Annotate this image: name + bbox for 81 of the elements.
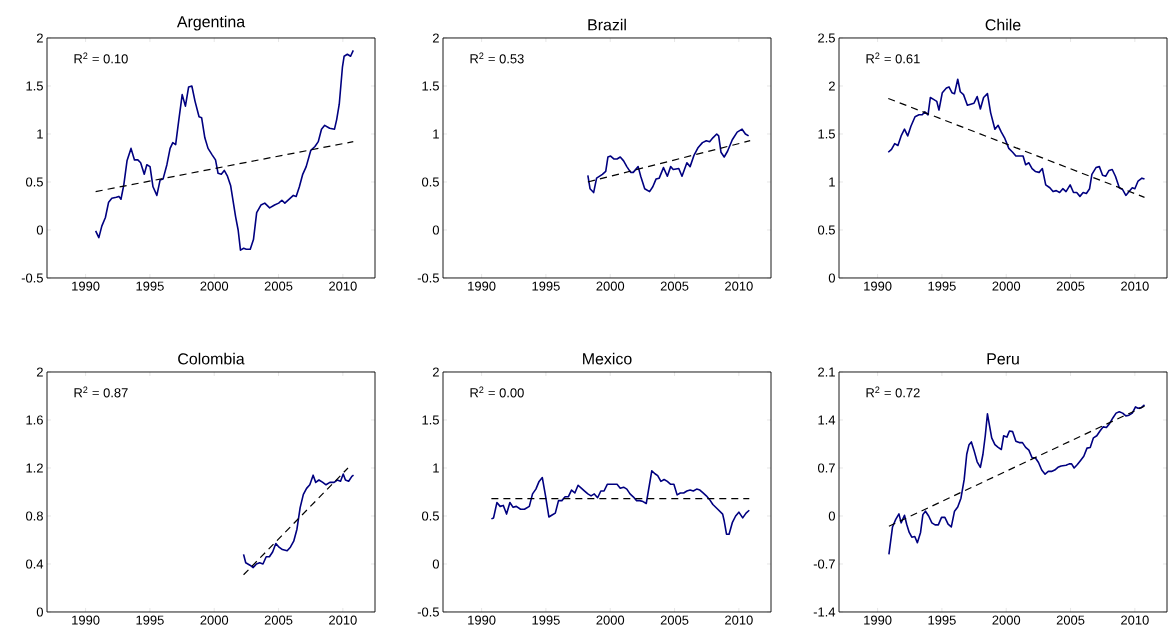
x-tick-label: 1990 [468,281,496,291]
line-series [242,473,355,569]
chart-title: Peru [987,353,1019,365]
y-tick-label: -1.4 [813,607,836,617]
x-tick-label: 1990 [864,281,892,291]
y-tick-label: 1.5 [422,81,439,91]
x-tick-label: 2005 [660,615,689,625]
x-tick-label: 1995 [532,281,560,291]
x-tick-label: 2005 [264,615,293,625]
x-tick-label: 2000 [596,615,625,625]
y-tick-label: 0 [36,607,43,617]
x-tick-label: 2010 [725,615,753,625]
x-tick-label: 2005 [660,281,689,291]
x-tick-label: 1995 [928,615,956,625]
chart-title: Colombia [178,352,245,365]
y-tick-label: 1 [433,129,439,139]
x-tick-label: 2010 [329,281,357,291]
y-tick-label: -0.7 [813,559,835,569]
x-tick-label: 2005 [1056,615,1085,625]
x-tick-label: 2010 [329,615,357,625]
annotation: R$^{2}$ = 0.53 [470,52,524,64]
x-tick-label: 1990 [72,615,100,625]
y-tick-label: 0.8 [25,511,43,521]
y-tick-label: 0 [36,225,43,235]
y-tick-label: 1.5 [422,415,439,425]
x-tick-label: 1995 [136,281,164,291]
y-tick-label: 0.7 [817,463,835,473]
y-tick-label: 2 [36,367,43,377]
x-tick-label: 1995 [532,615,560,625]
y-tick-label: 1.6 [26,415,43,425]
line-series [888,404,1146,556]
chart-title: Chile [985,18,1021,31]
annotation: R$^{2}$ = 0.00 [470,386,524,398]
annotation: R$^{2}$ = 0.87 [74,386,128,398]
y-tick-label: -0.5 [417,607,439,617]
y-tick-label: -0.5 [21,273,43,283]
x-tick-label: 1995 [928,281,956,291]
y-tick-label: 0 [432,559,439,569]
y-tick-label: 0.4 [25,559,44,569]
y-tick-label: 1.5 [26,81,43,91]
y-tick-label: -0.5 [417,273,439,283]
y-tick-label: 2.1 [818,367,835,377]
x-tick-label: 2005 [1056,281,1085,291]
line-series [587,128,750,194]
y-tick-label: 1 [829,177,835,187]
y-tick-label: 2.5 [818,33,835,43]
y-tick-label: 1 [433,463,439,473]
y-tick-label: 0 [828,273,835,283]
annotation: R$^{2}$ = 0.72 [866,386,920,398]
x-tick-label: 2000 [992,615,1021,625]
chart-title: Argentina [176,15,246,31]
y-tick-label: 0 [432,225,439,235]
y-tick-label: 0.5 [25,177,43,187]
x-tick-label: 2000 [992,281,1021,291]
x-tick-label: 2010 [725,281,753,291]
y-tick-label: 1 [37,129,43,139]
y-tick-label: 2 [828,81,835,91]
y-tick-label: 0.5 [421,177,439,187]
y-tick-label: 1.2 [26,463,43,473]
y-tick-label: 2 [36,33,43,43]
x-tick-label: 1995 [136,615,164,625]
x-tick-label: 2010 [1121,615,1149,625]
x-tick-label: 2000 [596,281,625,291]
x-tick-label: 2000 [200,615,229,625]
annotation: R$^{2}$ = 0.61 [866,52,920,64]
x-tick-label: 2000 [200,281,229,291]
chart-title: Brazil [588,18,626,31]
chart-title: Mexico [583,352,632,365]
x-tick-label: 2005 [264,281,293,291]
y-tick-label: 1.4 [818,415,836,425]
x-tick-label: 1990 [468,615,496,625]
y-tick-label: 2 [432,33,439,43]
x-tick-label: 1990 [72,281,100,291]
y-tick-label: 2 [432,367,439,377]
x-tick-label: 1990 [864,615,892,625]
annotation: R$^{2}$ = 0.10 [74,52,128,64]
y-tick-label: 0.5 [421,511,439,521]
x-tick-label: 2010 [1121,281,1149,291]
y-tick-label: 0 [828,511,835,521]
y-tick-label: 1.5 [818,129,835,139]
y-tick-label: 0.5 [817,225,835,235]
